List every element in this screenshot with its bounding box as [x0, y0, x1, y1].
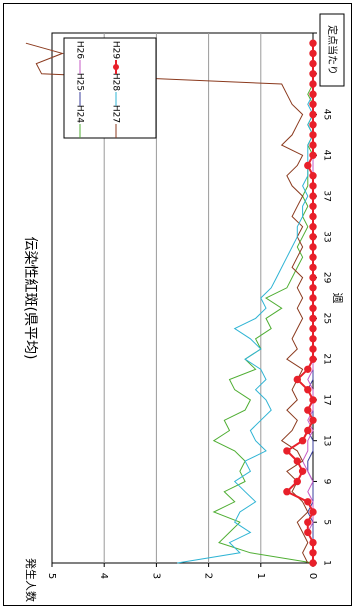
x-tick-label: 5	[322, 519, 332, 525]
series-marker-h29	[309, 212, 317, 221]
series-marker-h29	[304, 426, 312, 435]
y-tick-label: 4	[98, 573, 109, 579]
series-marker-h29	[309, 49, 317, 58]
series-marker-h29	[309, 294, 317, 302]
series-marker-h29	[309, 284, 317, 292]
series-marker-h29	[309, 324, 317, 333]
x-tick-label: 33	[322, 231, 332, 242]
series-marker-h29	[309, 202, 317, 211]
series-marker-h29	[309, 233, 317, 241]
badge-box	[319, 13, 345, 87]
series-marker-h29	[309, 59, 317, 68]
x-tick-label: 29	[322, 272, 332, 284]
series-marker-h29	[309, 223, 317, 231]
x-axis-title: 週	[331, 293, 344, 304]
series-marker-h29	[309, 131, 317, 139]
legend-label-h26: H26	[75, 41, 85, 59]
series-line-h26	[302, 43, 314, 563]
series-marker-h29	[309, 345, 317, 353]
series-marker-h29	[309, 121, 317, 129]
series-marker-h29	[293, 457, 301, 465]
y-tick-label: 5	[46, 573, 57, 579]
series-marker-h29	[309, 172, 317, 180]
series-line-h28	[177, 43, 314, 564]
series-marker-h29	[309, 90, 317, 98]
x-tick-label: 9	[322, 479, 332, 485]
chart-title: 伝染性紅斑(県平均)	[22, 237, 38, 360]
series-marker-h29	[309, 355, 317, 363]
series-marker-h29	[293, 477, 301, 486]
badge-label: 定点当たり	[326, 25, 339, 75]
legend-label-h28: H28	[111, 73, 121, 91]
series-marker-h29	[283, 488, 291, 496]
legend-box	[63, 37, 157, 139]
series-marker-h29	[298, 467, 307, 475]
legend-label-h29: H29	[111, 41, 121, 59]
series-marker-h29	[309, 182, 317, 190]
series-marker-h29	[309, 70, 317, 78]
series-marker-h29	[309, 273, 317, 282]
series-marker-h29	[304, 528, 312, 537]
series-marker-h29	[304, 365, 312, 373]
series-marker-h29	[309, 110, 317, 119]
series-marker-h29	[304, 406, 312, 414]
x-tick-label: 37	[322, 190, 332, 201]
series-marker-h29	[309, 243, 317, 251]
y-axis-title: 発生人数	[24, 558, 38, 602]
series-marker-h29	[309, 538, 317, 547]
legend-label-h24: H24	[75, 105, 85, 123]
series-marker-h29	[283, 447, 291, 455]
y-tick-label: 0	[307, 573, 318, 579]
y-tick-label: 3	[150, 573, 161, 579]
series-marker-h29	[309, 549, 317, 557]
series-marker-h29	[309, 396, 317, 404]
series-marker-h29	[309, 416, 317, 424]
legend-marker-h29	[113, 64, 119, 70]
series-marker-h29	[304, 386, 312, 394]
y-tick-label: 2	[203, 573, 214, 579]
series-marker-h29	[304, 518, 312, 526]
series-marker-h29	[309, 314, 317, 323]
x-tick-label: 1	[322, 560, 332, 566]
x-tick-label: 17	[322, 394, 332, 405]
legend-label-h25: H25	[75, 73, 85, 91]
series-marker-h29	[309, 100, 317, 109]
chart-frame	[3, 3, 352, 606]
series-marker-h29	[309, 141, 317, 149]
series-marker-h29	[309, 253, 317, 261]
series-marker-h29	[309, 304, 317, 312]
series-marker-h29	[304, 161, 312, 170]
series-marker-h29	[309, 263, 317, 272]
series-marker-h29	[309, 39, 317, 47]
legend-label-h27: H27	[111, 105, 121, 123]
series-marker-h29	[309, 335, 317, 343]
series-marker-h29	[309, 192, 317, 200]
x-tick-label: 45	[322, 109, 332, 120]
series-marker-h29	[309, 151, 317, 160]
series-marker-h29	[309, 559, 317, 567]
series-marker-h29	[309, 80, 317, 88]
series-marker-h29	[298, 437, 307, 445]
x-tick-label: 21	[322, 353, 332, 364]
series-marker-h29	[293, 375, 301, 384]
series-line-h29	[285, 43, 315, 563]
series-marker-h29	[304, 498, 312, 506]
x-tick-label: 13	[322, 435, 332, 446]
y-tick-label: 1	[255, 573, 266, 579]
series-marker-h29	[309, 508, 317, 516]
series-line-h27	[25, 42, 309, 564]
x-tick-label: 41	[322, 150, 332, 161]
x-tick-label: 25	[322, 313, 332, 324]
